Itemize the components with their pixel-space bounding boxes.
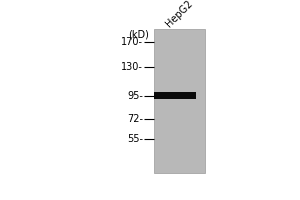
Text: HepG2: HepG2 <box>164 0 195 29</box>
Text: 72-: 72- <box>127 114 143 124</box>
Text: 55-: 55- <box>127 134 143 144</box>
Text: 130-: 130- <box>122 62 143 72</box>
Text: 95-: 95- <box>128 91 143 101</box>
Text: 170-: 170- <box>121 37 143 47</box>
Text: (kD): (kD) <box>128 29 149 39</box>
Bar <box>154 92 196 99</box>
Bar <box>154 29 205 173</box>
